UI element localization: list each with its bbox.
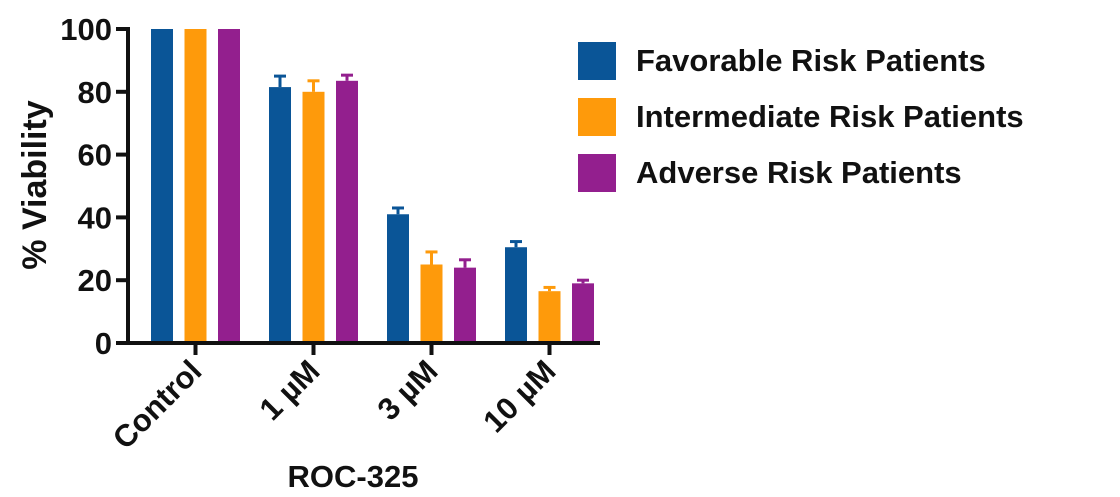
legend-label-intermediate: Intermediate Risk Patients [636, 99, 1024, 134]
legend-label-adverse: Adverse Risk Patients [636, 155, 962, 190]
bar [302, 91, 325, 343]
y-tick-label: 40 [78, 200, 112, 235]
bar [505, 247, 527, 343]
x-tick-label: Control [106, 353, 209, 456]
bar [538, 291, 561, 343]
bar [420, 264, 443, 343]
y-tick-label: 100 [60, 12, 112, 47]
x-tick-label: 10 µM [476, 353, 562, 439]
y-ticks: 0 20 40 60 80 100 [60, 12, 128, 361]
legend-label-favorable: Favorable Risk Patients [636, 43, 986, 78]
y-tick-label: 80 [78, 75, 112, 110]
bar [454, 267, 476, 343]
legend-item-intermediate: Intermediate Risk Patients [578, 89, 1024, 145]
legend-swatch-favorable [578, 42, 616, 80]
y-tick-label: 0 [95, 326, 112, 361]
y-axis-title: % Viability [16, 100, 54, 270]
bar [387, 214, 409, 343]
bar [572, 283, 594, 343]
x-ticks: Control 1 µM 3 µM 10 µM [106, 343, 562, 456]
y-tick-label: 60 [78, 138, 112, 173]
legend-swatch-intermediate [578, 98, 616, 136]
legend-swatch-adverse [578, 154, 616, 192]
x-tick-label: 1 µM [253, 353, 327, 427]
axes-layer [126, 27, 600, 345]
y-tick-label: 20 [78, 263, 112, 298]
bars-layer [151, 29, 594, 343]
legend: Favorable Risk Patients Intermediate Ris… [578, 33, 1024, 201]
x-tick-label: 3 µM [371, 353, 445, 427]
bar [184, 29, 207, 343]
x-axis-title: ROC-325 [288, 459, 419, 494]
bar [336, 80, 358, 343]
bar [218, 29, 240, 343]
legend-item-adverse: Adverse Risk Patients [578, 145, 1024, 201]
legend-item-favorable: Favorable Risk Patients [578, 33, 1024, 89]
bar [269, 87, 291, 343]
bar [151, 29, 173, 343]
